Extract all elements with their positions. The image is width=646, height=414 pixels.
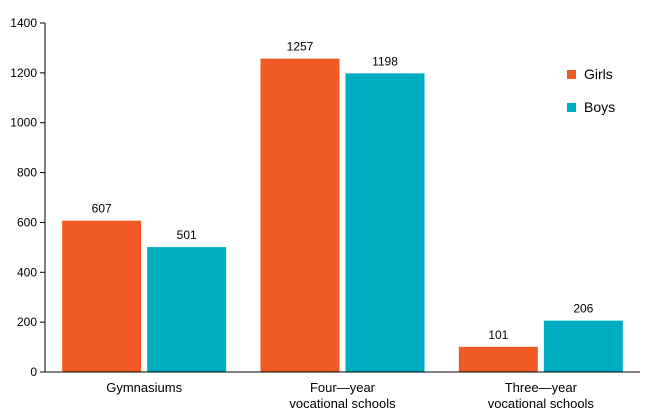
y-tick-label: 1000 bbox=[10, 116, 37, 130]
y-tick-label: 0 bbox=[30, 365, 37, 379]
data-label-background bbox=[170, 226, 203, 244]
data-label-girls-0: 607 bbox=[92, 202, 112, 216]
data-label-background bbox=[369, 52, 401, 70]
x-category-label: vocational schools bbox=[488, 396, 595, 411]
bar-boys-2 bbox=[543, 320, 623, 372]
legend: Girls Boys bbox=[550, 55, 630, 125]
x-category-label: Four—year bbox=[310, 380, 376, 395]
data-label-boys-0: 501 bbox=[177, 228, 197, 242]
data-label-background bbox=[85, 199, 118, 217]
bar-girls-2 bbox=[458, 346, 538, 372]
bar-girls-0 bbox=[62, 220, 142, 372]
bar-boys-1 bbox=[345, 73, 425, 372]
data-label-boys-1: 1198 bbox=[372, 54, 398, 68]
legend-background bbox=[550, 55, 630, 125]
y-tick-label: 1200 bbox=[10, 66, 37, 80]
legend-label-girls: Girls bbox=[584, 66, 613, 82]
y-axis: 0 200 400 600 800 1000 1200 1400 bbox=[10, 16, 46, 379]
y-tick-label: 400 bbox=[17, 265, 37, 279]
legend-label-boys: Boys bbox=[584, 99, 615, 115]
data-label-background bbox=[482, 325, 515, 343]
x-category-label: vocational schools bbox=[289, 396, 396, 411]
x-category-label: Three—year bbox=[505, 380, 578, 395]
data-label-girls-1: 1257 bbox=[287, 40, 314, 54]
data-label-girls-2: 101 bbox=[488, 328, 508, 342]
data-label-boys-2: 206 bbox=[573, 302, 593, 316]
bars bbox=[62, 58, 623, 372]
data-labels: 607 501 1257 1198 101 206 bbox=[85, 37, 600, 343]
legend-swatch-boys bbox=[567, 103, 576, 112]
y-tick-label: 600 bbox=[17, 215, 37, 229]
legend-swatch-girls bbox=[567, 70, 576, 79]
y-tick-label: 200 bbox=[17, 315, 37, 329]
data-label-background bbox=[284, 37, 316, 55]
y-tick-label: 800 bbox=[17, 166, 37, 180]
bar-girls-1 bbox=[260, 58, 340, 372]
bar-boys-0 bbox=[147, 247, 227, 372]
y-tick-label: 1400 bbox=[10, 16, 37, 30]
data-label-background bbox=[567, 299, 600, 317]
x-category-label: Gymnasiums bbox=[106, 380, 182, 395]
